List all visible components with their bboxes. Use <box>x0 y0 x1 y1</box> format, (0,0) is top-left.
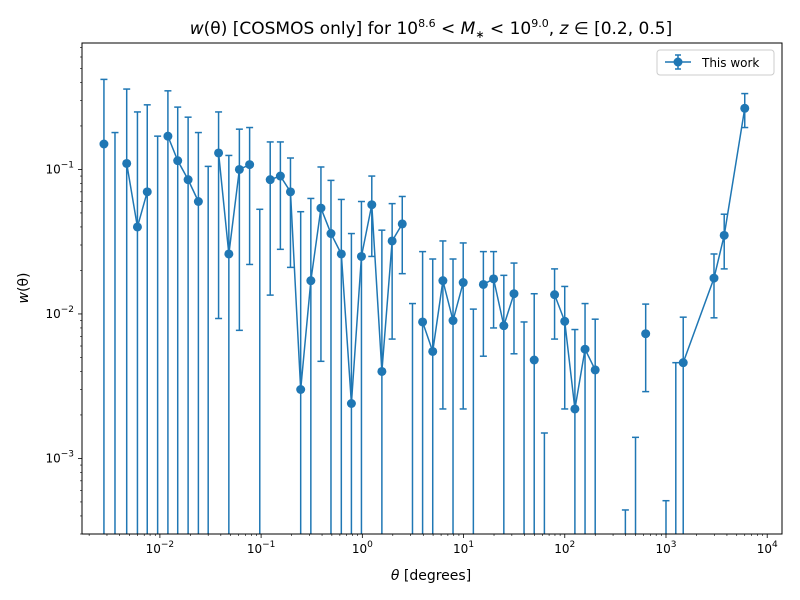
data-point-18 <box>285 187 295 197</box>
data-point-19 <box>296 385 306 395</box>
x-tick-label-4: 102 <box>554 540 575 556</box>
data-point-31 <box>418 317 428 327</box>
data-point-0 <box>99 139 109 149</box>
data-point-54 <box>678 358 688 368</box>
data-point-39 <box>499 321 509 331</box>
data-point-44 <box>550 290 560 300</box>
data-point-3 <box>132 222 142 232</box>
data-point-33 <box>438 276 448 286</box>
series-line-6 <box>483 277 515 329</box>
data-point-26 <box>367 200 377 210</box>
data-point-16 <box>265 175 275 185</box>
data-point-51 <box>641 329 651 339</box>
y-tick-label-0: 10−3 <box>45 449 74 465</box>
data-point-14 <box>245 160 255 170</box>
data-point-28 <box>387 236 397 246</box>
plot-data-layer <box>99 78 750 534</box>
legend-marker <box>673 57 683 67</box>
data-point-4 <box>142 187 152 197</box>
data-point-35 <box>458 278 468 288</box>
data-point-32 <box>428 346 438 356</box>
data-point-6 <box>163 131 173 141</box>
x-axis-label: θ [degrees] <box>391 568 471 584</box>
y-tick-label-2: 10−1 <box>45 160 74 176</box>
data-point-29 <box>397 219 407 229</box>
data-point-24 <box>346 399 356 409</box>
series-line-3 <box>217 152 250 255</box>
data-point-42 <box>529 355 539 365</box>
data-point-37 <box>478 279 488 289</box>
data-point-27 <box>377 366 387 376</box>
data-point-13 <box>234 164 244 174</box>
plot-frame <box>81 42 783 535</box>
series-line-2 <box>167 135 200 202</box>
series-line-4 <box>269 175 403 404</box>
data-point-55 <box>709 273 719 283</box>
legend-entry: This work <box>701 56 759 70</box>
data-point-48 <box>590 365 600 375</box>
x-tick-label-6: 104 <box>757 540 778 556</box>
data-point-20 <box>306 276 316 286</box>
y-axis-label: w(θ) <box>16 273 32 304</box>
legend-box <box>656 49 775 76</box>
data-point-38 <box>489 274 499 284</box>
x-tick-label-2: 100 <box>352 540 373 556</box>
data-point-17 <box>275 171 285 181</box>
data-point-9 <box>193 197 203 207</box>
data-point-25 <box>356 251 366 261</box>
data-point-56 <box>719 230 729 240</box>
data-point-23 <box>336 249 346 259</box>
data-point-12 <box>224 249 234 259</box>
y-tick-label-1: 10−2 <box>45 305 74 321</box>
series-line-10 <box>682 108 746 363</box>
data-point-45 <box>560 316 570 326</box>
data-point-57 <box>740 103 750 113</box>
data-point-46 <box>570 404 580 414</box>
data-point-11 <box>214 148 224 158</box>
data-point-21 <box>316 203 326 213</box>
axis-ticks: 10−2 10−1 100 101 102 103 104 10−3 10−2 10−1 <box>45 47 778 556</box>
x-tick-label-3: 101 <box>453 540 474 556</box>
data-point-8 <box>183 175 193 185</box>
x-tick-label-5: 103 <box>655 540 676 556</box>
chart-title: w(θ) [COSMOS only] for 108.6 < M∗ < 109.… <box>190 17 672 41</box>
x-tick-label-0: 10−2 <box>146 540 175 556</box>
data-point-22 <box>326 229 336 239</box>
legend: This work <box>656 49 775 76</box>
data-point-40 <box>509 289 519 299</box>
x-tick-label-1: 10−1 <box>247 540 276 556</box>
data-point-47 <box>580 344 590 354</box>
data-point-2 <box>122 158 132 168</box>
data-point-34 <box>448 316 458 326</box>
data-point-7 <box>173 156 183 166</box>
